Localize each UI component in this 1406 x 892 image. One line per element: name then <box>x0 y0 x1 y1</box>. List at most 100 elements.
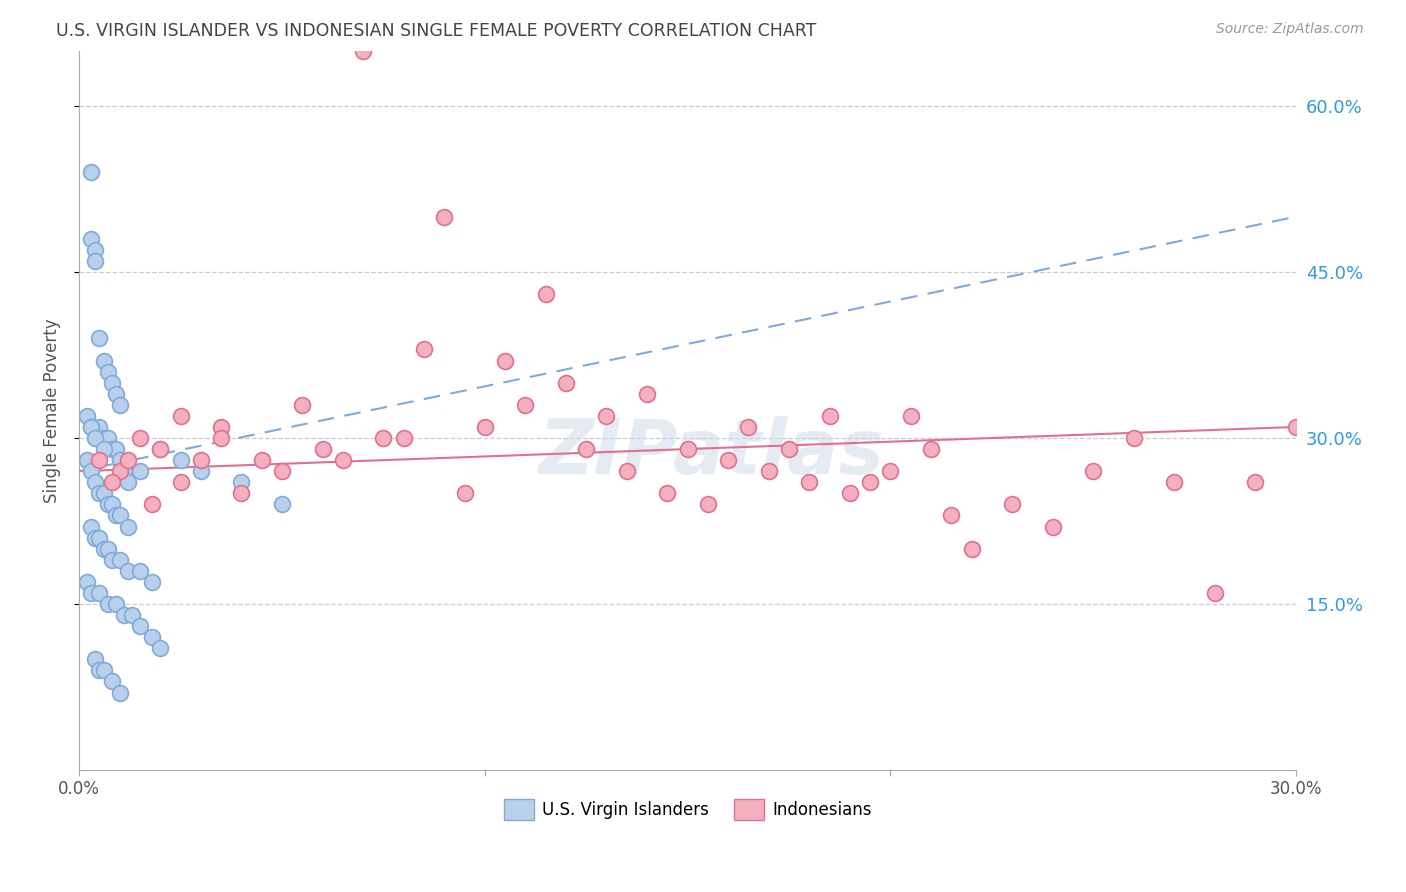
Point <box>80 232 103 246</box>
Point <box>141 497 163 511</box>
Point <box>595 409 617 423</box>
Point <box>169 453 191 467</box>
Point <box>108 685 131 699</box>
Point <box>190 464 212 478</box>
Point <box>141 574 163 589</box>
Point <box>1001 497 1024 511</box>
Point <box>100 442 122 456</box>
Point <box>100 376 122 390</box>
Point <box>76 409 98 423</box>
Point <box>84 254 107 268</box>
Point <box>737 420 759 434</box>
Point <box>1122 431 1144 445</box>
Point <box>104 386 127 401</box>
Point <box>271 464 294 478</box>
Point <box>93 541 115 556</box>
Point <box>117 453 139 467</box>
Point <box>104 508 127 523</box>
Point <box>84 243 107 257</box>
Point <box>108 464 131 478</box>
Point <box>112 464 135 478</box>
Point <box>838 486 860 500</box>
Point <box>352 44 374 58</box>
Point <box>758 464 780 478</box>
Point <box>575 442 598 456</box>
Point <box>112 608 135 623</box>
Point <box>100 553 122 567</box>
Text: U.S. VIRGIN ISLANDER VS INDONESIAN SINGLE FEMALE POVERTY CORRELATION CHART: U.S. VIRGIN ISLANDER VS INDONESIAN SINGL… <box>56 22 817 40</box>
Text: ZIPatlas: ZIPatlas <box>538 417 884 491</box>
Point <box>169 409 191 423</box>
Point <box>231 475 253 490</box>
Point <box>1163 475 1185 490</box>
Point <box>413 343 436 357</box>
Point <box>97 431 120 445</box>
Point <box>1285 420 1308 434</box>
Point <box>89 486 111 500</box>
Point <box>100 674 122 689</box>
Point <box>859 475 882 490</box>
Point <box>960 541 983 556</box>
Point <box>1042 519 1064 533</box>
Point <box>1244 475 1267 490</box>
Point <box>373 431 395 445</box>
Point <box>433 210 456 224</box>
Point <box>149 442 172 456</box>
Point <box>80 420 103 434</box>
Point <box>392 431 415 445</box>
Point <box>117 519 139 533</box>
Point <box>108 453 131 467</box>
Point <box>84 475 107 490</box>
Text: Source: ZipAtlas.com: Source: ZipAtlas.com <box>1216 22 1364 37</box>
Point <box>129 564 152 578</box>
Point <box>332 453 354 467</box>
Y-axis label: Single Female Poverty: Single Female Poverty <box>44 318 60 503</box>
Point <box>80 519 103 533</box>
Point <box>100 475 122 490</box>
Legend: U.S. Virgin Islanders, Indonesians: U.S. Virgin Islanders, Indonesians <box>496 793 879 826</box>
Point <box>149 442 172 456</box>
Point <box>89 531 111 545</box>
Point <box>84 531 107 545</box>
Point <box>129 464 152 478</box>
Point <box>231 486 253 500</box>
Point <box>778 442 800 456</box>
Point <box>104 442 127 456</box>
Point <box>80 165 103 179</box>
Point <box>89 664 111 678</box>
Point <box>169 475 191 490</box>
Point <box>271 497 294 511</box>
Point <box>717 453 740 467</box>
Point <box>89 331 111 345</box>
Point <box>97 541 120 556</box>
Point <box>534 287 557 301</box>
Point <box>108 553 131 567</box>
Point <box>1204 586 1226 600</box>
Point <box>494 353 516 368</box>
Point <box>149 641 172 656</box>
Point <box>108 508 131 523</box>
Point <box>89 420 111 434</box>
Point <box>97 597 120 611</box>
Point <box>97 365 120 379</box>
Point <box>900 409 922 423</box>
Point <box>84 431 107 445</box>
Point <box>515 398 537 412</box>
Point <box>117 475 139 490</box>
Point <box>104 597 127 611</box>
Point <box>1083 464 1105 478</box>
Point <box>97 497 120 511</box>
Point <box>555 376 578 390</box>
Point <box>80 464 103 478</box>
Point <box>80 586 103 600</box>
Point <box>676 442 699 456</box>
Point <box>76 574 98 589</box>
Point <box>93 431 115 445</box>
Point <box>117 564 139 578</box>
Point <box>129 431 152 445</box>
Point <box>93 486 115 500</box>
Point <box>100 497 122 511</box>
Point <box>108 398 131 412</box>
Point <box>250 453 273 467</box>
Point <box>129 619 152 633</box>
